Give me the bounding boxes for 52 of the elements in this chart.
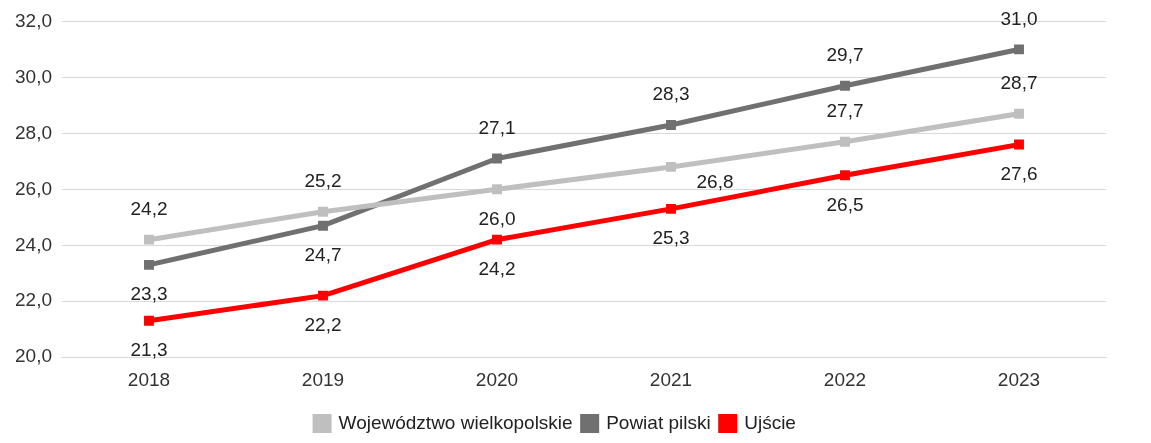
- point: [666, 119, 676, 130]
- data-label: 28,3: [652, 83, 690, 105]
- point: [144, 259, 154, 270]
- data-label: 31,0: [1000, 7, 1038, 29]
- data-label: 26,8: [696, 171, 734, 193]
- x-tick-label: 2019: [301, 368, 345, 390]
- point: [318, 220, 328, 231]
- point: [840, 80, 850, 91]
- point: [144, 234, 154, 245]
- point: [144, 315, 154, 326]
- point: [318, 290, 328, 301]
- data-label: 22,2: [304, 313, 342, 335]
- data-label: 28,7: [1000, 71, 1038, 93]
- point: [492, 184, 502, 195]
- point: [1014, 44, 1024, 55]
- point: [1014, 108, 1024, 119]
- point: [840, 136, 850, 147]
- x-tick-label: 2021: [649, 368, 693, 390]
- data-label: 24,2: [478, 257, 516, 279]
- x-tick-label: 2022: [823, 368, 867, 390]
- data-label: 26,5: [826, 193, 864, 215]
- data-label: 26,0: [478, 207, 516, 229]
- point: [1014, 139, 1024, 150]
- legend-label: Województwo wielkopolskie: [338, 411, 573, 433]
- y-tick-label: 30,0: [15, 65, 52, 87]
- y-tick-label: 32,0: [15, 9, 52, 31]
- point: [492, 234, 502, 245]
- x-tick-label: 2020: [475, 368, 519, 390]
- data-label: 27,7: [826, 99, 864, 121]
- data-label: 29,7: [826, 44, 864, 65]
- x-tick-label: 2018: [127, 368, 171, 390]
- legend-label: Powiat pilski: [606, 411, 711, 433]
- point: [840, 170, 850, 181]
- y-tick-label: 20,0: [15, 345, 52, 367]
- x-tick-label: 2023: [997, 368, 1041, 390]
- data-label: 27,1: [478, 116, 516, 138]
- data-label: 25,3: [652, 227, 690, 249]
- point: [318, 206, 328, 217]
- data-label: 24,7: [304, 243, 342, 265]
- point: [492, 153, 502, 164]
- y-tick-label: 28,0: [15, 121, 52, 143]
- point: [666, 203, 676, 214]
- y-tick-label: 22,0: [15, 289, 52, 311]
- data-label: 21,3: [130, 339, 168, 361]
- y-tick-label: 26,0: [15, 177, 52, 199]
- data-label: 25,2: [304, 169, 342, 191]
- y-tick-label: 24,0: [15, 233, 52, 255]
- legend-label: Ujście: [744, 411, 796, 433]
- data-label: 24,2: [130, 197, 168, 219]
- data-label: 23,3: [130, 283, 168, 305]
- data-label: 27,6: [1000, 162, 1038, 184]
- point: [666, 161, 676, 172]
